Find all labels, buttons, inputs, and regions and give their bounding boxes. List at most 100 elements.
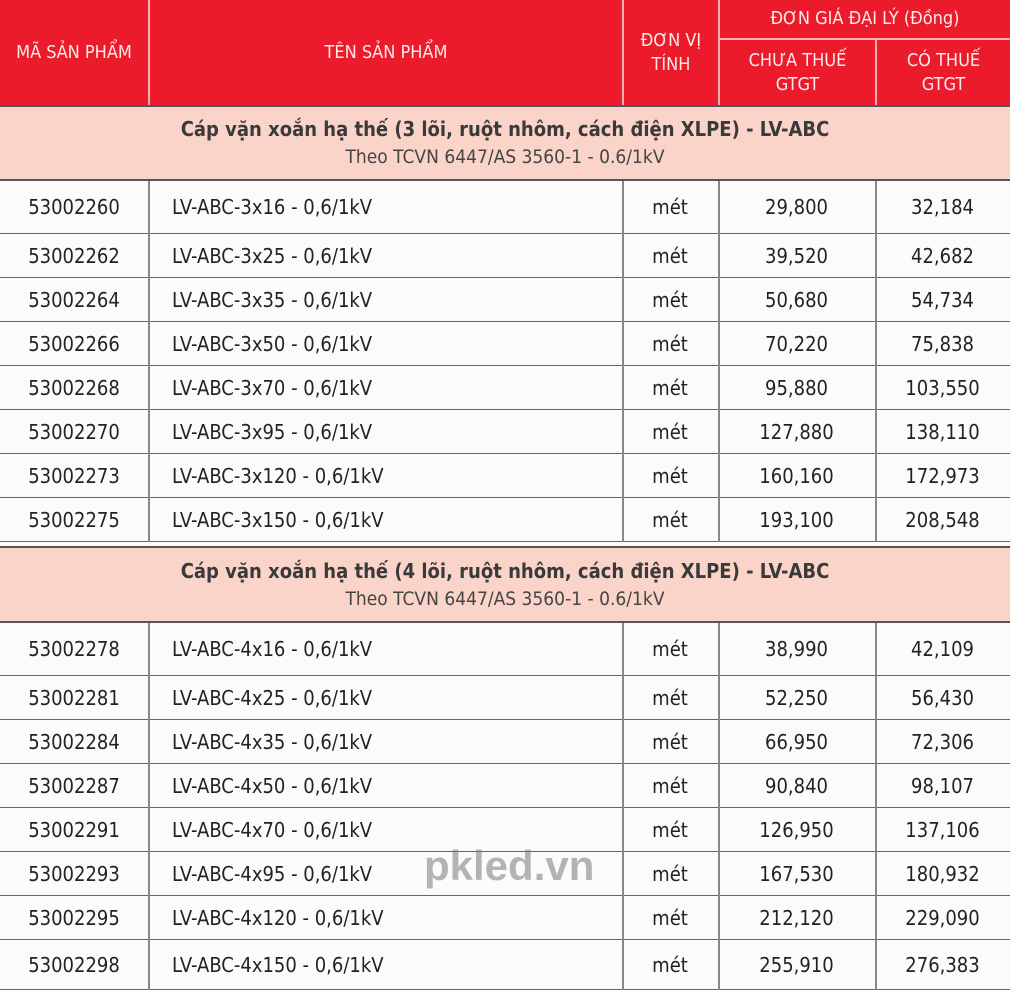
product-code: 53002298: [28, 952, 120, 977]
unit: mét: [652, 375, 688, 400]
product-name: LV-ABC-4x50 - 0,6/1kV: [172, 773, 373, 798]
price-excl-vat: 38,990: [765, 637, 828, 661]
product-name: LV-ABC-3x50 - 0,6/1kV: [172, 331, 373, 356]
unit: mét: [652, 243, 688, 268]
price-incl-vat: 276,383: [905, 952, 980, 977]
section-subtitle: Theo TCVN 6447/AS 3560-1 - 0.6/1kV: [345, 146, 665, 168]
unit: mét: [652, 861, 688, 886]
unit: mét: [652, 507, 688, 532]
unit: mét: [652, 419, 688, 444]
header-price-excl: CHƯA THUẾ GTGT: [720, 40, 877, 105]
price-excl-vat: 90,840: [765, 773, 828, 798]
column-divider: [148, 623, 150, 990]
column-divider: [622, 181, 624, 542]
product-name: LV-ABC-3x120 - 0,6/1kV: [172, 463, 384, 488]
table-row: 53002262 LV-ABC-3x25 - 0,6/1kV mét 39,520 42…: [0, 234, 1010, 278]
unit: mét: [652, 637, 688, 661]
product-code: 53002264: [28, 287, 120, 312]
table-row: 53002287 LV-ABC-4x50 - 0,6/1kV mét 90,840 98…: [0, 764, 1010, 808]
price-incl-vat: 180,932: [905, 861, 980, 886]
section-header: Cáp vặn xoắn hạ thế (4 lõi, ruột nhôm, c…: [0, 546, 1010, 623]
product-code: 53002295: [28, 905, 120, 930]
product-code: 53002268: [28, 375, 120, 400]
product-name: LV-ABC-4x35 - 0,6/1kV: [172, 729, 373, 754]
product-code: 53002293: [28, 861, 120, 886]
unit: mét: [652, 463, 688, 488]
product-name: LV-ABC-4x25 - 0,6/1kV: [172, 685, 373, 710]
product-name: LV-ABC-4x16 - 0,6/1kV: [172, 637, 373, 661]
product-name: LV-ABC-3x70 - 0,6/1kV: [172, 375, 373, 400]
product-name: LV-ABC-4x70 - 0,6/1kV: [172, 817, 373, 842]
column-divider: [875, 623, 877, 990]
product-code: 53002275: [28, 507, 120, 532]
price-incl-vat: 172,973: [905, 463, 980, 488]
column-divider: [875, 181, 877, 542]
table-row: 53002284 LV-ABC-4x35 - 0,6/1kV mét 66,950 72…: [0, 720, 1010, 764]
product-name: LV-ABC-3x150 - 0,6/1kV: [172, 507, 384, 532]
table-row: 53002281 LV-ABC-4x25 - 0,6/1kV mét 52,250 56…: [0, 676, 1010, 720]
product-code: 53002291: [28, 817, 120, 842]
price-excl-vat: 193,100: [759, 507, 834, 532]
column-divider: [622, 623, 624, 990]
unit: mét: [652, 195, 688, 219]
header-price-group: ĐƠN GIÁ ĐẠI LÝ (Đồng): [720, 0, 1010, 40]
table-row: 53002295 LV-ABC-4x120 - 0,6/1kV mét 212,120…: [0, 896, 1010, 940]
price-excl-vat: 255,910: [759, 952, 834, 977]
price-incl-vat: 42,682: [911, 243, 974, 268]
price-incl-vat: 72,306: [911, 729, 974, 754]
product-name: LV-ABC-3x25 - 0,6/1kV: [172, 243, 373, 268]
product-code: 53002270: [28, 419, 120, 444]
unit: mét: [652, 817, 688, 842]
unit: mét: [652, 952, 688, 977]
price-excl-vat: 126,950: [759, 817, 834, 842]
table-row: 53002291 LV-ABC-4x70 - 0,6/1kV mét 126,950 1…: [0, 808, 1010, 852]
header-price-incl: CÓ THUẾ GTGT: [906, 49, 981, 95]
column-divider: [718, 623, 720, 990]
price-excl-vat: 50,680: [765, 287, 828, 312]
price-incl-vat: 98,107: [911, 773, 974, 798]
product-code: 53002266: [28, 331, 120, 356]
product-code: 53002273: [28, 463, 120, 488]
price-excl-vat: 52,250: [765, 685, 828, 710]
table-row: 53002260 LV-ABC-3x16 - 0,6/1kV mét 29,800 32…: [0, 181, 1010, 234]
unit: mét: [652, 905, 688, 930]
product-code: 53002260: [28, 195, 120, 219]
price-excl-vat: 127,880: [759, 419, 834, 444]
unit: mét: [652, 773, 688, 798]
price-excl-vat: 39,520: [765, 243, 828, 268]
product-code: 53002287: [28, 773, 120, 798]
price-incl-vat: 75,838: [911, 331, 974, 356]
table-row: 53002270 LV-ABC-3x95 - 0,6/1kV mét 127,880 1…: [0, 410, 1010, 454]
table-row: 53002298 LV-ABC-4x150 - 0,6/1kV mét 255,910…: [0, 940, 1010, 990]
table-row: 53002264 LV-ABC-3x35 - 0,6/1kV mét 50,680 54…: [0, 278, 1010, 322]
price-excl-vat: 95,880: [765, 375, 828, 400]
table-row: 53002275 LV-ABC-3x150 - 0,6/1kV mét 193,100…: [0, 498, 1010, 542]
product-name: LV-ABC-3x35 - 0,6/1kV: [172, 287, 373, 312]
price-incl-vat: 42,109: [911, 637, 974, 661]
price-excl-vat: 212,120: [759, 905, 834, 930]
header-unit: ĐƠN VỊ TÍNH: [624, 0, 720, 105]
product-code: 53002281: [28, 685, 120, 710]
table-row: 53002278 LV-ABC-4x16 - 0,6/1kV mét 38,990 42…: [0, 623, 1010, 676]
product-name: LV-ABC-4x150 - 0,6/1kV: [172, 952, 384, 977]
price-excl-vat: 29,800: [765, 195, 828, 219]
product-name: LV-ABC-3x95 - 0,6/1kV: [172, 419, 373, 444]
product-code: 53002284: [28, 729, 120, 754]
price-excl-vat: 70,220: [765, 331, 828, 356]
section-title: Cáp vặn xoắn hạ thế (4 lõi, ruột nhôm, c…: [180, 558, 830, 583]
price-incl-vat: 229,090: [905, 905, 980, 930]
product-name: LV-ABC-3x16 - 0,6/1kV: [172, 195, 373, 219]
product-code: 53002278: [28, 637, 120, 661]
table-row: 53002293 LV-ABC-4x95 - 0,6/1kV mét 167,530 1…: [0, 852, 1010, 896]
unit: mét: [652, 287, 688, 312]
price-incl-vat: 32,184: [911, 195, 974, 219]
price-incl-vat: 208,548: [905, 507, 980, 532]
unit: mét: [652, 729, 688, 754]
column-divider: [148, 181, 150, 542]
column-divider: [718, 181, 720, 542]
price-excl-vat: 160,160: [759, 463, 834, 488]
table-header: MÃ SẢN PHẨM TÊN SẢN PHẨM ĐƠN VỊ TÍNH ĐƠN…: [0, 0, 1010, 105]
price-excl-vat: 167,530: [759, 861, 834, 886]
header-code: MÃ SẢN PHẨM: [0, 0, 150, 105]
header-name: TÊN SẢN PHẨM: [150, 0, 624, 105]
